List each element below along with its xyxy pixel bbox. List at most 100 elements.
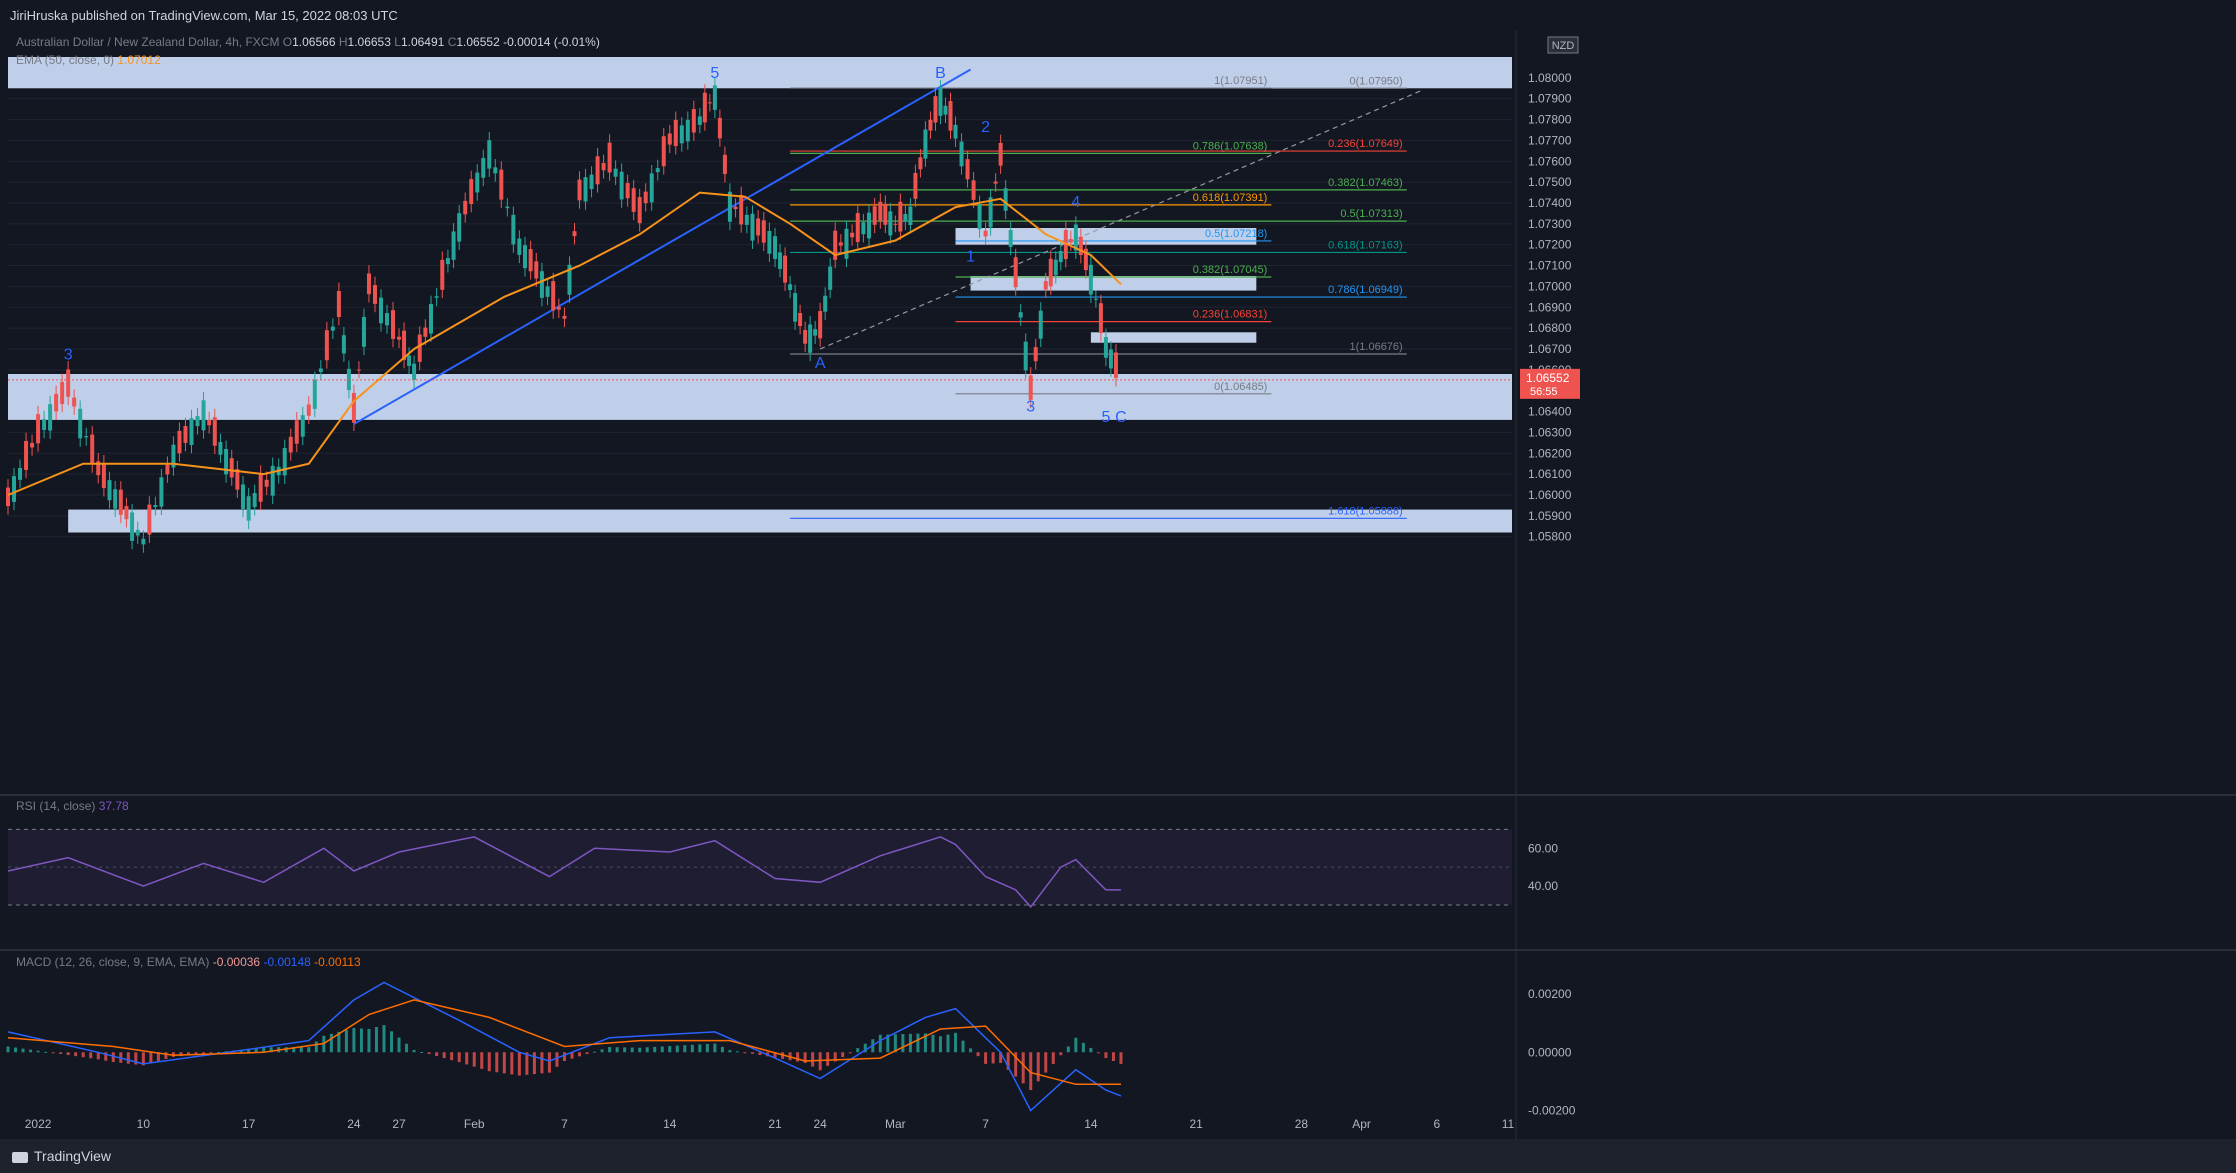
candle-body bbox=[1033, 347, 1038, 362]
macd-hist-bar bbox=[1006, 1052, 1010, 1070]
candle-body bbox=[356, 369, 361, 371]
macd-hist-bar bbox=[517, 1052, 521, 1076]
time-tick-label: 7 bbox=[561, 1117, 568, 1131]
low-label: L bbox=[394, 35, 401, 49]
candle-body bbox=[673, 119, 678, 147]
macd-hist-bar bbox=[397, 1037, 401, 1053]
macd-hist-bar bbox=[495, 1052, 499, 1073]
macd-hist-bar bbox=[893, 1034, 897, 1053]
time-tick-label: 14 bbox=[663, 1117, 677, 1131]
time-tick-label: Feb bbox=[464, 1117, 485, 1131]
candle-body bbox=[767, 230, 772, 254]
candle-body bbox=[953, 124, 958, 139]
macd-hist-bar bbox=[14, 1047, 18, 1053]
rsi-value: 37.78 bbox=[98, 799, 129, 813]
candle-body bbox=[434, 296, 439, 298]
macd-hist-bar bbox=[675, 1045, 679, 1053]
macd-hist-bar bbox=[1036, 1052, 1040, 1082]
macd-hist-bar bbox=[818, 1052, 822, 1071]
macd-hist-bar bbox=[848, 1052, 852, 1054]
candle-body bbox=[702, 92, 707, 123]
candle-body bbox=[6, 487, 10, 507]
price-tick-label: 1.07800 bbox=[1528, 113, 1572, 127]
sr-zone bbox=[8, 374, 1512, 420]
macd-hist-bar bbox=[412, 1049, 416, 1053]
macd-hist-bar bbox=[999, 1052, 1003, 1063]
macd-hist-bar bbox=[329, 1033, 333, 1053]
macd-hist-bar bbox=[690, 1044, 694, 1053]
candle-body bbox=[619, 171, 624, 200]
candle-body bbox=[971, 180, 976, 200]
wave-label: 3 bbox=[1026, 399, 1035, 416]
chart-canvas[interactable]: 1(1.07951) 0.786(1.07638) 0.618(1.07391) 0.… bbox=[0, 0, 2236, 1139]
sr-zones bbox=[8, 57, 1512, 533]
macd-tick-label: -0.00200 bbox=[1528, 1103, 1576, 1117]
macd-hist-bar bbox=[194, 1052, 198, 1055]
candle-body bbox=[691, 109, 696, 133]
last-price-badge bbox=[1520, 368, 1580, 399]
fib-label: 1(1.07951) bbox=[1214, 75, 1267, 87]
change-value: -0.00014 (-0.01%) bbox=[503, 35, 600, 49]
macd-hist-bar bbox=[826, 1052, 830, 1066]
candle-body bbox=[258, 473, 263, 502]
fib-label: 0.382(1.07045) bbox=[1193, 264, 1268, 276]
macd-hist-bar bbox=[502, 1052, 506, 1074]
time-tick-label: 24 bbox=[347, 1117, 361, 1131]
close-value: 1.06552 bbox=[456, 35, 500, 49]
candle-body bbox=[183, 426, 188, 443]
currency-label: NZD bbox=[1552, 40, 1575, 52]
macd-hist-bar bbox=[991, 1052, 995, 1064]
macd-hist-bar bbox=[1066, 1046, 1070, 1053]
candle-body bbox=[855, 213, 860, 242]
candle-body bbox=[118, 489, 123, 515]
fib-label: 1.618(1.05888) bbox=[1328, 505, 1403, 517]
macd-hist-bar bbox=[141, 1052, 145, 1066]
candle-body bbox=[312, 379, 317, 409]
candle-body bbox=[1093, 298, 1098, 300]
candle-body bbox=[246, 496, 251, 521]
candle-body bbox=[637, 197, 642, 224]
ema-legend: EMA (50, close, 0) 1.07012 bbox=[16, 53, 161, 67]
time-tick-label: 21 bbox=[768, 1117, 782, 1131]
price-tick-label: 1.07600 bbox=[1528, 154, 1572, 168]
candle-body bbox=[1038, 310, 1043, 339]
macd-line bbox=[7, 981, 1122, 1112]
price-tick-label: 1.06300 bbox=[1528, 425, 1572, 439]
candle-body bbox=[983, 230, 988, 237]
price-tick-label: 1.06000 bbox=[1528, 488, 1572, 502]
candle-body bbox=[1108, 349, 1113, 369]
macd-legend: MACD (12, 26, close, 9, EMA, EMA) -0.000… bbox=[16, 955, 361, 969]
fib-label: 0.236(1.06831) bbox=[1193, 309, 1268, 321]
wave-label: A bbox=[815, 355, 826, 372]
macd-hist-bar bbox=[104, 1052, 108, 1061]
macd-hist-bar bbox=[6, 1046, 10, 1053]
sr-zone bbox=[68, 509, 1512, 533]
candle-body bbox=[577, 179, 582, 201]
tradingview-logo[interactable]: TradingView bbox=[12, 1148, 111, 1164]
fib-label: 0(1.07950) bbox=[1350, 75, 1403, 87]
macd-hist-bar bbox=[585, 1052, 589, 1055]
price-tick-label: 1.07100 bbox=[1528, 259, 1572, 273]
macd-hist-bar bbox=[532, 1052, 536, 1075]
wave-label: B bbox=[935, 65, 946, 82]
macd-hist-bar bbox=[608, 1047, 612, 1053]
candle-body bbox=[828, 266, 833, 290]
fib-label: 0.618(1.07163) bbox=[1328, 239, 1403, 251]
candle-body bbox=[773, 236, 778, 259]
macd-hist-bar bbox=[578, 1052, 582, 1057]
macd-hist-bar bbox=[390, 1031, 394, 1053]
macd-hist-bar bbox=[457, 1052, 461, 1063]
macd-hist-bar bbox=[1081, 1042, 1085, 1053]
open-value: 1.06566 bbox=[292, 35, 336, 49]
macd-hist-bar bbox=[901, 1034, 905, 1053]
candle-body bbox=[147, 504, 152, 535]
candle-body bbox=[783, 255, 788, 283]
candle-body bbox=[282, 447, 287, 476]
candle-body bbox=[750, 213, 755, 241]
candle-body bbox=[1088, 264, 1093, 295]
macd-hist-bar bbox=[954, 1032, 958, 1053]
wave-label: 2 bbox=[981, 119, 990, 136]
candle-body bbox=[1028, 375, 1033, 400]
candle-body bbox=[844, 228, 849, 259]
fib-label: 0.382(1.07463) bbox=[1328, 177, 1403, 189]
